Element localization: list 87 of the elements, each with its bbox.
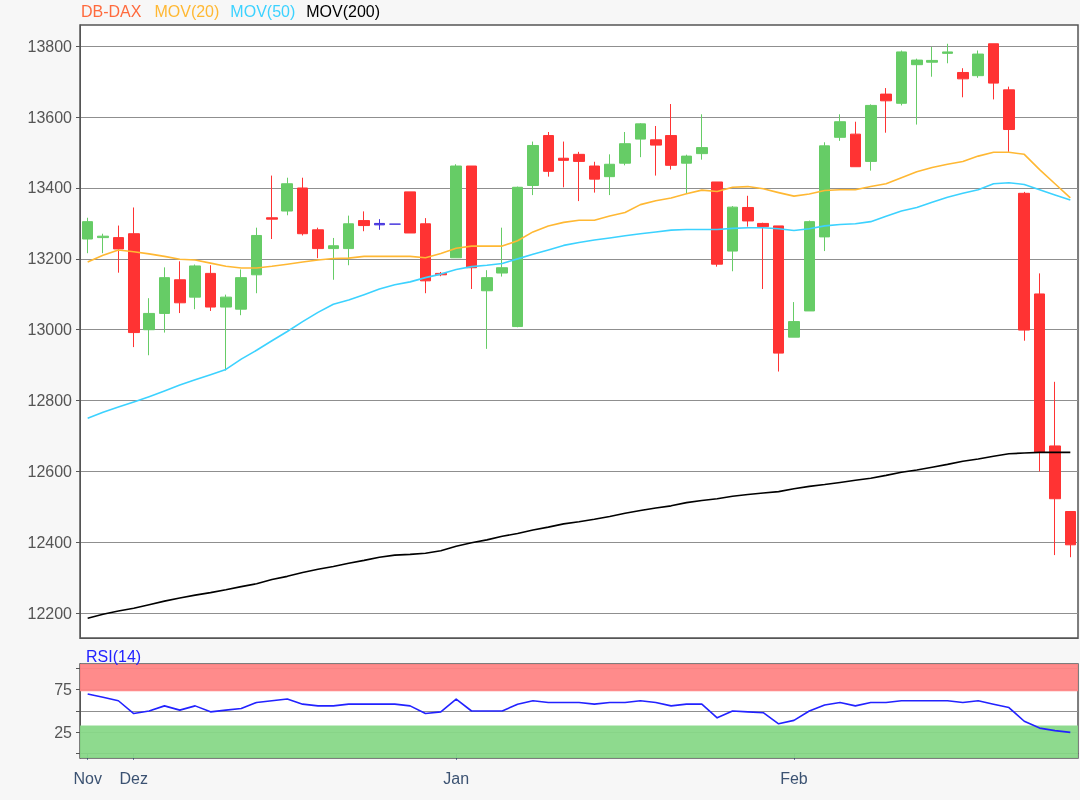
candlestick [543, 131, 554, 178]
candlestick [880, 87, 892, 134]
candlestick [205, 264, 216, 312]
candlestick [727, 205, 738, 272]
candlestick [604, 153, 615, 196]
candlestick [328, 237, 339, 281]
candlestick [757, 222, 769, 290]
candlestick [850, 121, 861, 168]
candlestick [972, 50, 984, 79]
candlestick [896, 50, 907, 106]
candlestick [481, 269, 493, 350]
candlestick [1018, 191, 1030, 342]
candlestick [942, 43, 953, 64]
candlestick [819, 141, 830, 252]
candlestick [512, 186, 523, 328]
text: MOV(200) [306, 2, 381, 20]
y-tick-label: 13800 [27, 37, 73, 55]
y-tick-label: 13600 [27, 108, 73, 126]
candlestick [466, 165, 477, 290]
y-tick-label: 13200 [27, 250, 73, 268]
candlestick [450, 163, 462, 259]
y-tick-label: 12200 [27, 604, 73, 622]
candlestick [711, 181, 723, 268]
candlestick [650, 125, 662, 177]
line-series [86, 451, 1072, 619]
candlestick [926, 46, 938, 78]
candlestick [420, 217, 431, 294]
candlestick [266, 175, 278, 240]
candlestick [742, 195, 754, 228]
candlestick [251, 227, 262, 294]
candlestick [619, 131, 631, 166]
candlestick [527, 141, 539, 196]
candlestick [281, 177, 293, 216]
candlestick [834, 113, 846, 142]
x-tick-label: Dez [119, 769, 148, 787]
candlestick [696, 113, 708, 161]
candlestick [1065, 511, 1076, 558]
candlestick [404, 191, 416, 234]
candlestick [788, 301, 800, 338]
candlestick [865, 103, 877, 172]
text: MOV(50) [230, 2, 296, 20]
candlestick [343, 215, 354, 266]
y-tick-label: 75 [54, 681, 73, 699]
candlestick [220, 294, 232, 371]
candlestick [189, 264, 201, 310]
candlestick [297, 177, 308, 236]
candlestick [665, 103, 677, 171]
candlestick [97, 233, 109, 254]
text: MOV(20) [154, 2, 220, 20]
line-series [86, 181, 1072, 420]
candlestick [82, 217, 93, 254]
candlestick [681, 154, 692, 195]
candlestick [235, 268, 247, 316]
candlestick [773, 225, 784, 373]
candlestick [113, 225, 124, 274]
line-series [86, 693, 1072, 734]
candlestick [573, 151, 585, 202]
y-tick-label: 13400 [27, 179, 73, 197]
candlestick [312, 227, 324, 259]
y-tick-label: 12600 [27, 462, 73, 480]
candlestick [374, 218, 385, 231]
candlestick [143, 297, 155, 356]
candlestick [1049, 381, 1061, 556]
y-tick-label: 12800 [27, 392, 73, 410]
x-tick-label: Jan [443, 769, 470, 787]
chart-title: DB-DAX [81, 2, 142, 20]
candlestick [911, 58, 923, 126]
candlestick [358, 210, 370, 232]
candlestick [635, 122, 646, 158]
candlestick [558, 141, 569, 188]
candlestick [957, 67, 969, 98]
candlestick [128, 206, 140, 348]
candlestick [174, 260, 186, 314]
x-tick-label: Feb [780, 769, 808, 787]
candlestick [496, 227, 508, 278]
candlestick [1034, 272, 1045, 472]
candlestick [159, 266, 170, 334]
y-tick-label: 25 [54, 723, 73, 741]
candlestick [988, 43, 999, 100]
line-series [86, 151, 1072, 269]
candlestick [589, 161, 600, 194]
x-tick-label: Nov [73, 769, 102, 787]
candlestick [1003, 86, 1015, 153]
candlestick [804, 220, 815, 312]
series-label: RSI(14) [86, 647, 142, 665]
y-tick-label: 13000 [27, 321, 73, 339]
y-tick-label: 12400 [27, 533, 73, 551]
